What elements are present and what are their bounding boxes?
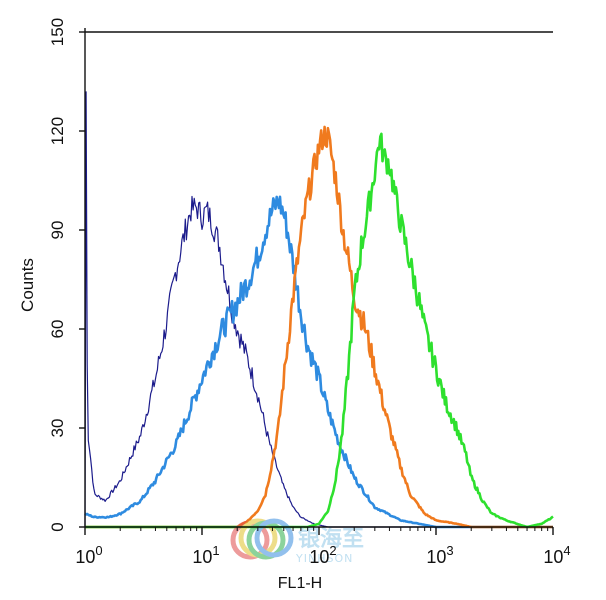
histogram-series-3 [84,125,554,529]
y-tick-label: 150 [48,18,67,46]
x-tick-label: 103 [426,543,453,567]
y-tick-label: 30 [48,419,67,438]
histogram-series-4 [84,132,554,529]
y-tick-label: 0 [48,522,67,531]
watermark-brand: YINHSON [295,552,353,565]
x-tick-label: 101 [192,543,219,567]
y-tick-label: 120 [48,117,67,145]
watermark-ring-blue [254,518,294,558]
x-tick-label: 100 [75,543,102,567]
series-layer [84,91,554,529]
watermark-logo-text: 银海至 [298,526,364,552]
axes: 0 30 60 90 120 150 100 101 102 103 104 FL1-H Counts [18,18,571,592]
histogram-series-1 [84,91,553,528]
y-axis-title: Counts [18,258,37,312]
y-tick-label: 90 [48,221,67,240]
y-tick-label: 60 [48,320,67,339]
x-tick-label: 102 [309,543,336,567]
x-tick-label: 104 [543,543,570,567]
watermark-logo: 银海至 YINHSON [230,518,364,565]
histogram-series-2 [84,195,554,529]
x-axis-title: FL1-H [278,575,322,592]
